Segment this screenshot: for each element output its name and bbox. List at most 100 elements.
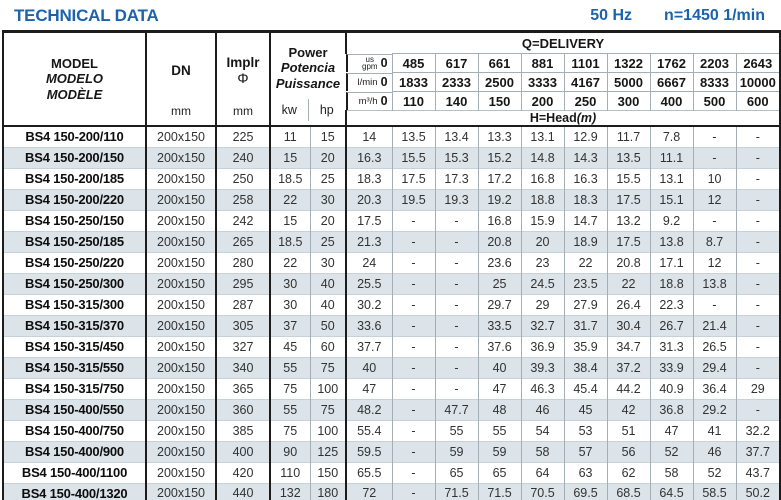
cell-impeller: 250	[215, 168, 270, 189]
cell-head-value: 25.5	[345, 273, 393, 294]
cell-head-value: 59	[477, 441, 522, 462]
cell-head-value: -	[735, 210, 781, 231]
cell-head-value: 19.5	[391, 189, 436, 210]
cell-head-value: -	[391, 315, 436, 336]
cell-model: BS4 150-315/370	[25, 318, 124, 333]
cell-head-value: 17.1	[649, 252, 694, 273]
cell-head-value: 30.4	[606, 315, 651, 336]
cell-hp: 100	[309, 378, 347, 399]
cell-head-value: 46	[520, 399, 565, 420]
delivery-header-value: 617	[434, 53, 479, 73]
dn-unit: mm	[171, 104, 191, 118]
cell-head-value: 11.7	[606, 126, 651, 147]
cell-kw: 132	[269, 483, 310, 500]
delivery-header-value: 881	[520, 53, 565, 73]
delivery-unit-label-line: us	[365, 55, 374, 64]
cell-head-value: -	[434, 357, 479, 378]
cell-dn: 200x150	[145, 462, 216, 483]
delivery-header-value: 200	[520, 91, 565, 111]
cell-head-value: 15.3	[434, 147, 479, 168]
delivery-unit-label: m³/h	[359, 96, 378, 106]
cell-kw: 15	[269, 147, 310, 168]
cell-head-value: -	[735, 126, 781, 147]
cell-impeller: 225	[215, 126, 270, 147]
cell-head-value: -	[692, 147, 737, 168]
table-row: BS4 150-315/750 200x150 365 75 100 47- -47 46.3…	[3, 378, 781, 399]
delivery-unit-label-line: gpm	[362, 62, 378, 71]
cell-head-value: 37.7	[735, 441, 781, 462]
cell-head-value: -	[391, 420, 436, 441]
cell-head-value: 32.2	[735, 420, 781, 441]
cell-head-value: 24.5	[520, 273, 565, 294]
cell-head-value: 65.5	[345, 462, 393, 483]
cell-dn: 200x150	[145, 399, 216, 420]
cell-head-value: 71.5	[477, 483, 522, 500]
cell-head-value: -	[735, 315, 781, 336]
cell-head-value: 13.5	[391, 126, 436, 147]
cell-head-value: 14.7	[563, 210, 608, 231]
cell-head-value: 46	[692, 441, 737, 462]
cell-head-value: 22	[563, 252, 608, 273]
cell-hp: 20	[309, 147, 347, 168]
cell-impeller: 305	[215, 315, 270, 336]
cell-model: BS4 150-250/185	[25, 234, 124, 249]
cell-kw: 55	[269, 357, 310, 378]
cell-hp: 15	[309, 126, 347, 147]
delivery-header-value: 2203	[692, 53, 737, 73]
cell-head-value: 68.5	[606, 483, 651, 500]
cell-impeller: 265	[215, 231, 270, 252]
cell-head-value: 17.5	[606, 231, 651, 252]
cell-dn: 200x150	[145, 189, 216, 210]
table-row: BS4 150-250/150 200x150 242 15 20 17.5- -16.8 1…	[3, 210, 781, 231]
cell-impeller: 258	[215, 189, 270, 210]
delivery-header-value: 500	[692, 91, 737, 111]
cell-impeller: 440	[215, 483, 270, 500]
cell-head-value: 47	[649, 420, 694, 441]
cell-head-value: 13.1	[520, 126, 565, 147]
cell-head-value: -	[391, 336, 436, 357]
cell-head-value: 58.5	[692, 483, 737, 500]
column-header-impeller: Implr Φ mm	[215, 31, 270, 126]
cell-dn: 200x150	[145, 147, 216, 168]
cell-head-value: -	[735, 231, 781, 252]
head-title-row: H=Head(m)	[3, 110, 781, 126]
cell-head-value: -	[391, 231, 436, 252]
cell-kw: 18.5	[269, 168, 310, 189]
cell-head-value: 58	[649, 462, 694, 483]
cell-head-value: 34.7	[606, 336, 651, 357]
cell-model: BS4 150-250/300	[25, 276, 124, 291]
cell-head-value: 11.1	[649, 147, 694, 168]
cell-head-value: -	[434, 336, 479, 357]
cell-head-value: -	[434, 378, 479, 399]
cell-head-value: 13.4	[434, 126, 479, 147]
cell-head-value: 52	[692, 462, 737, 483]
cell-head-value: 12.9	[563, 126, 608, 147]
head-title-unit: (m)	[576, 111, 597, 125]
cell-head-value: 40	[345, 357, 393, 378]
cell-model: BS4 150-400/1100	[21, 465, 128, 480]
cell-head-value: 51	[606, 420, 651, 441]
cell-head-value: 23.6	[477, 252, 522, 273]
cell-kw: 37	[269, 315, 310, 336]
table-row: BS4 150-315/370 200x150 305 37 50 33.6- -33.5 3…	[3, 315, 781, 336]
cell-head-value: 12	[692, 189, 737, 210]
power-header-line: Potencia	[280, 60, 336, 76]
table-row: BS4 150-400/1100 200x150 420 110 150 65.5-65 6…	[3, 462, 781, 483]
table-row: BS4 150-315/450 200x150 327 45 60 37.7- -37.6 3…	[3, 336, 781, 357]
cell-head-value: 33.5	[477, 315, 522, 336]
table-row: BS4 150-315/300 200x150 287 30 40 30.2- -29.7 2…	[3, 294, 781, 315]
cell-head-value: -	[735, 357, 781, 378]
cell-head-value: -	[434, 294, 479, 315]
cell-impeller: 360	[215, 399, 270, 420]
table-row: BS4 150-200/150 200x150 240 15 20 16.3 15.5 15.…	[3, 147, 781, 168]
delivery-header-value: 661	[477, 53, 522, 73]
cell-head-value: 29	[735, 378, 781, 399]
cell-hp: 100	[309, 420, 347, 441]
cell-head-value: 70.5	[520, 483, 565, 500]
cell-head-value: 55.4	[345, 420, 393, 441]
cell-dn: 200x150	[145, 357, 216, 378]
cell-hp: 20	[309, 210, 347, 231]
cell-head-value: 69.5	[563, 483, 608, 500]
delivery-header-value: 2643	[735, 53, 781, 73]
